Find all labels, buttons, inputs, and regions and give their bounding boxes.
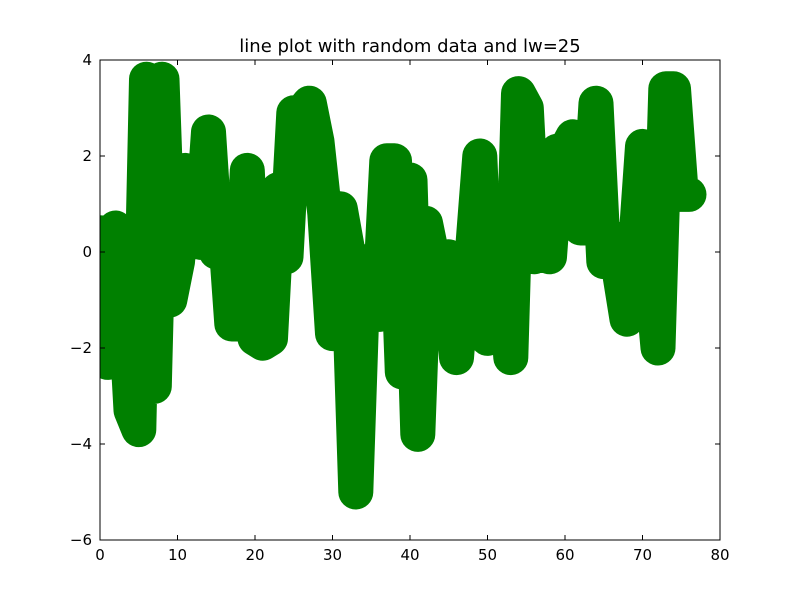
x-tick-label: 40 [400, 546, 419, 564]
x-tick-label: 30 [323, 546, 342, 564]
chart-title: line plot with random data and lw=25 [239, 36, 580, 57]
y-tick-label: −4 [70, 435, 92, 453]
x-tick-label: 60 [555, 546, 574, 564]
y-tick-label: 2 [82, 147, 92, 165]
x-tick-label: 70 [633, 546, 652, 564]
series-line-0 [100, 61, 707, 510]
x-tick-label: 10 [168, 546, 187, 564]
x-tick-label: 0 [95, 546, 105, 564]
y-tick-label: −2 [70, 339, 92, 357]
x-tick-label: 50 [478, 546, 497, 564]
series-layer [100, 61, 707, 510]
ticks-layer: 0 10 20 30 40 50 60 70 80 −6 −4 −2 0 2 4 [70, 51, 730, 564]
y-tick-label: −6 [70, 531, 92, 549]
y-tick-label: 0 [82, 243, 92, 261]
x-tick-label: 20 [245, 546, 264, 564]
x-tick-label: 80 [710, 546, 729, 564]
y-tick-label: 4 [82, 51, 92, 69]
